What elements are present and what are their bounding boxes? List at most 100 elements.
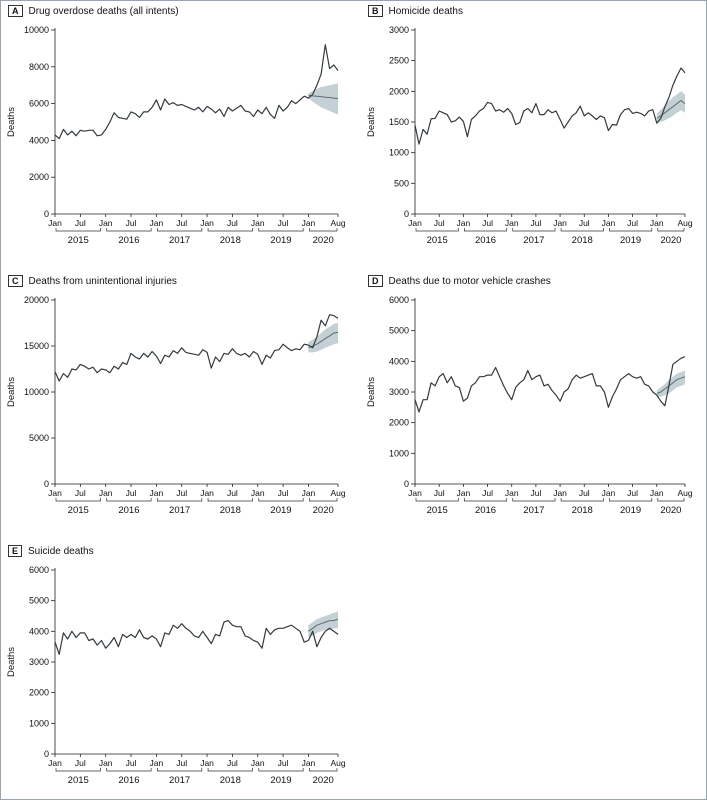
x-tick-label-d-2: Jan [456,488,470,498]
x-tick-label-a-1: Jul [75,218,86,228]
year-label-c-2: 2017 [169,505,190,516]
x-tick-label-e-7: Jul [227,758,238,768]
y-tick-label-b-2: 1000 [389,148,409,158]
y-tick-label-e-5: 5000 [29,596,49,606]
x-tick-label-d-11: Aug [677,488,692,498]
x-tick-label-b-8: Jan [602,218,616,228]
year-bracket-c-4 [258,498,304,502]
chart-panel-c: C Deaths from unintentional injuries 0 500… [0,270,360,532]
year-bracket-a-1 [106,228,152,232]
chart-title-b: B Homicide deaths [368,5,463,17]
x-tick-label-b-1: Jul [434,218,445,228]
y-axis-label-a: Deaths [6,107,17,137]
x-tick-label-b-5: Jul [530,218,541,228]
x-tick-label-a-2: Jan [99,218,113,228]
year-label-b-0: 2015 [427,235,448,246]
chart-svg-b: 0 500 1000 1500 2000 2500 3000 Deaths Jan Jul Jan J… [366,25,693,246]
x-tick-label-d-1: Jul [434,488,445,498]
chart-panel-d: D Deaths due to motor vehicle crashes 0 10… [360,270,707,532]
year-label-a-2: 2017 [169,235,190,246]
y-tick-label-e-1: 1000 [29,718,49,728]
y-tick-label-a-0: 0 [44,209,49,219]
x-tick-label-e-8: Jan [251,758,265,768]
year-bracket-d-2 [512,498,556,502]
year-bracket-d-3 [560,498,604,502]
y-tick-label-d-2: 2000 [389,418,409,428]
y-tick-label-d-3: 3000 [389,387,409,397]
year-label-a-4: 2019 [270,235,291,246]
x-tick-label-e-9: Jul [278,758,289,768]
observed-line-a [54,44,339,140]
predicted-line-d [656,376,686,394]
x-tick-label-d-7: Jul [579,488,590,498]
x-tick-label-e-10: Jan [302,758,316,768]
year-label-d-3: 2018 [572,505,593,516]
y-tick-label-a-2: 4000 [29,135,49,145]
year-label-e-2: 2017 [169,775,190,786]
year-bracket-b-2 [512,228,556,232]
x-tick-label-d-0: Jan [408,488,422,498]
x-tick-label-a-6: Jan [200,218,214,228]
year-bracket-d-5 [657,498,685,502]
year-label-b-5: 2020 [660,235,681,246]
x-tick-label-d-9: Jul [627,488,638,498]
chart-title-d: D Deaths due to motor vehicle crashes [368,275,551,287]
year-label-e-5: 2020 [313,775,334,786]
year-label-c-3: 2018 [220,505,241,516]
year-bracket-b-0 [415,228,459,232]
x-tick-label-b-9: Jul [627,218,638,228]
chart-title-text-e: Suicide deaths [28,546,94,557]
predicted-line-e [308,618,339,632]
prediction-band-e [308,611,338,638]
panel-letter-a: A [8,5,23,17]
y-axis-label-e: Deaths [6,647,17,677]
chart-panel-b: B Homicide deaths 0 500 1000 1500 2000 2500 300… [360,0,707,262]
x-tick-label-c-0: Jan [48,488,62,498]
chart-title-text-a: Drug overdose deaths (all intents) [28,6,179,17]
x-tick-label-d-8: Jan [602,488,616,498]
year-label-b-1: 2016 [475,235,496,246]
observed-line-e [54,620,339,655]
x-tick-label-d-3: Jul [482,488,493,498]
year-label-c-5: 2020 [313,505,334,516]
year-label-e-4: 2019 [270,775,291,786]
year-label-c-0: 2015 [68,505,89,516]
year-bracket-b-4 [609,228,653,232]
predicted-line-a [308,94,339,100]
year-label-a-1: 2016 [118,235,139,246]
x-tick-label-e-11: Aug [330,758,345,768]
year-label-c-1: 2016 [118,505,139,516]
chart-title-e: E Suicide deaths [8,545,94,557]
x-tick-label-c-11: Aug [330,488,345,498]
year-label-c-4: 2019 [270,505,291,516]
y-tick-label-b-3: 1500 [389,117,409,127]
year-bracket-c-3 [207,498,253,502]
y-tick-label-a-1: 2000 [29,172,49,182]
y-tick-label-b-6: 3000 [389,25,409,35]
year-bracket-e-0 [55,768,101,772]
observed-line-d [414,356,686,413]
y-axis-label-c: Deaths [6,377,17,407]
year-bracket-e-1 [106,768,152,772]
x-tick-label-b-2: Jan [456,218,470,228]
x-tick-label-d-10: Jan [650,488,664,498]
year-bracket-e-3 [207,768,253,772]
year-bracket-d-1 [464,498,508,502]
y-tick-label-e-4: 4000 [29,626,49,636]
y-axis-label-b: Deaths [366,107,377,137]
x-tick-label-e-6: Jan [200,758,214,768]
x-tick-label-c-5: Jul [176,488,187,498]
x-tick-label-a-3: Jul [126,218,137,228]
chart-title-text-c: Deaths from unintentional injuries [28,276,177,287]
x-tick-label-a-4: Jan [150,218,164,228]
y-tick-label-d-5: 5000 [389,326,409,336]
x-tick-label-c-2: Jan [99,488,113,498]
x-tick-label-c-7: Jul [227,488,238,498]
x-tick-label-e-2: Jan [99,758,113,768]
x-tick-label-e-3: Jul [126,758,137,768]
year-label-d-2: 2017 [523,505,544,516]
y-tick-label-d-4: 4000 [389,356,409,366]
year-label-e-0: 2015 [68,775,89,786]
year-label-d-4: 2019 [620,505,641,516]
year-label-a-3: 2018 [220,235,241,246]
